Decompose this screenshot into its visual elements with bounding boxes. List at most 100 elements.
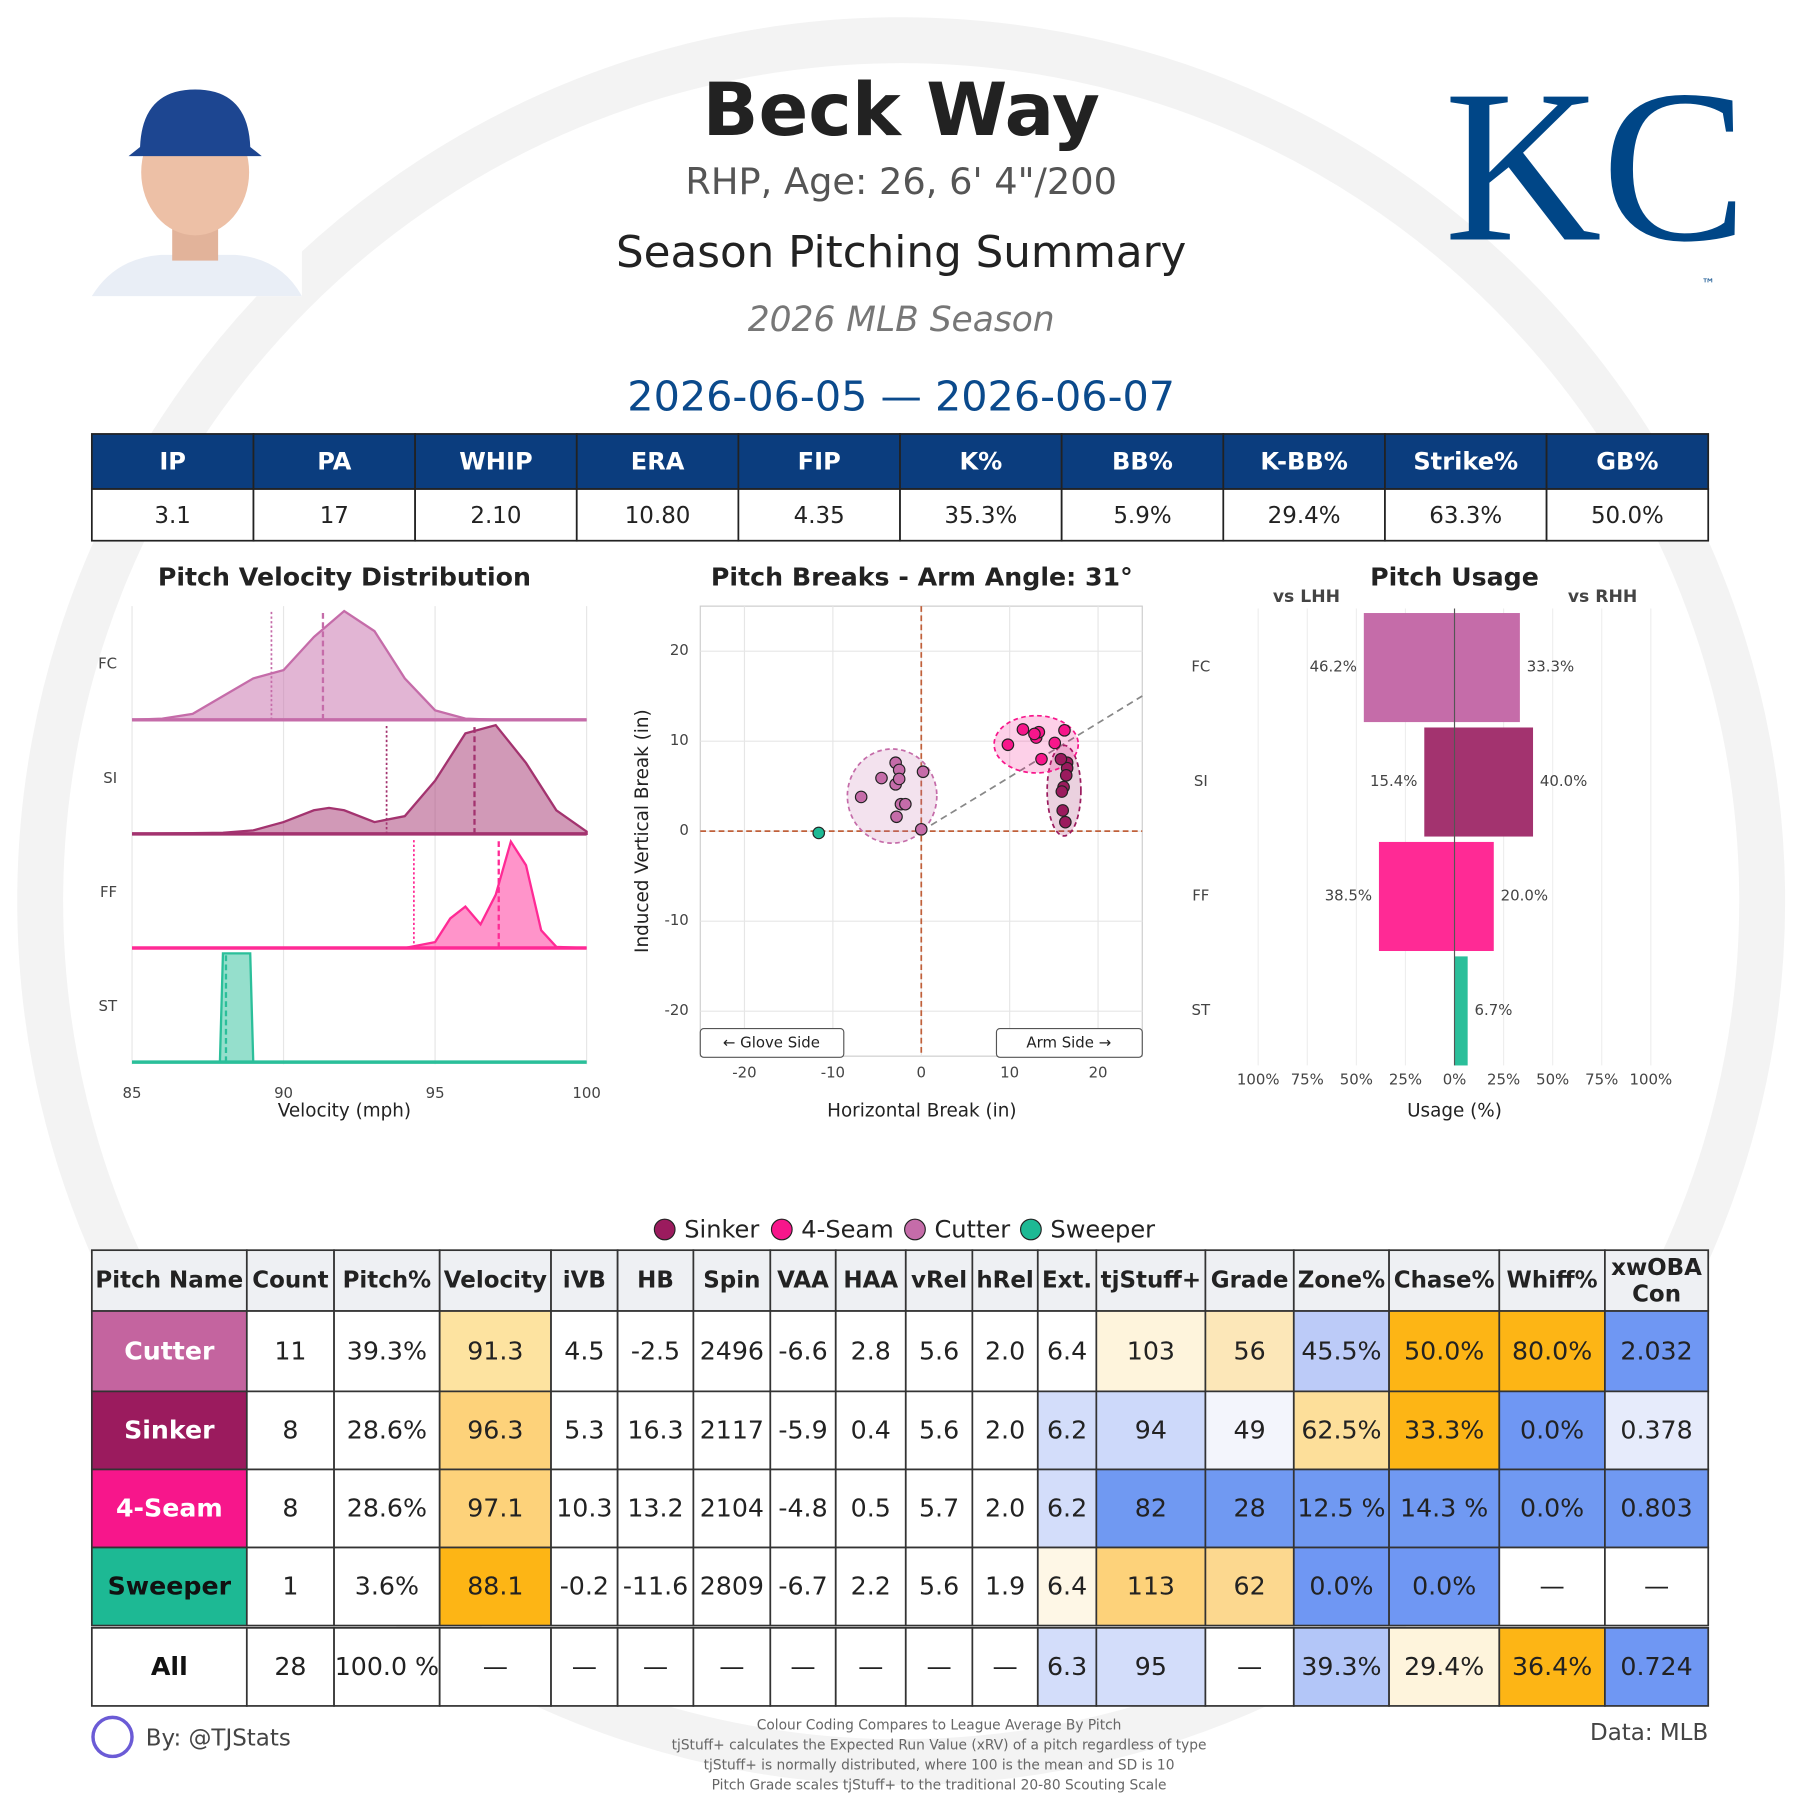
table-value: -5.9 (778, 1416, 827, 1445)
pitch-point (899, 797, 912, 811)
table-value: 2.0 (985, 1494, 1025, 1523)
table-cell (90, 1468, 248, 1549)
x-tick-label: 100% (1630, 1070, 1673, 1088)
table-value: 94 (1135, 1416, 1167, 1445)
table-cell (834, 1390, 907, 1471)
legend-label: 4-Seam (801, 1216, 893, 1244)
stat-header-cell (575, 433, 740, 490)
side-label: vs LHH (1273, 587, 1340, 607)
table-cell (1388, 1468, 1501, 1549)
table-value: — (483, 1652, 508, 1681)
table-header: Spin (703, 1268, 760, 1294)
table-cell (1604, 1390, 1710, 1471)
table-value: 6.4 (1047, 1572, 1087, 1601)
value-label: 46.2% (1310, 658, 1357, 676)
usage-bar-lhh (1363, 613, 1455, 723)
stat-header: ERA (631, 448, 685, 476)
stat-header-cell (1060, 433, 1225, 490)
table-header-cell (1604, 1249, 1710, 1312)
table-header: Pitch% (343, 1268, 432, 1294)
y-tick-label: 0 (679, 821, 688, 839)
stat-value: 10.80 (625, 503, 691, 529)
table-cell (834, 1627, 907, 1707)
summary-title: Season Pitching Summary (616, 228, 1186, 278)
table-cell (1498, 1627, 1606, 1707)
table-value: 56 (1234, 1336, 1266, 1365)
table-value: 0.4 (851, 1416, 891, 1445)
legend-label: Sweeper (1050, 1216, 1155, 1244)
table-cell (245, 1310, 335, 1393)
table-cell (1204, 1310, 1295, 1393)
table-cell (971, 1546, 1039, 1627)
chart-title: Pitch Usage (1370, 563, 1539, 592)
table-value: 0.724 (1620, 1652, 1692, 1681)
table-cell (834, 1310, 907, 1393)
value-label: 20.0% (1501, 886, 1548, 904)
pitch-point (875, 771, 888, 785)
table-value: 2104 (700, 1494, 764, 1523)
table-value: 2.8 (851, 1336, 891, 1365)
table-cell (692, 1546, 772, 1627)
table-value: 0.5 (851, 1494, 891, 1523)
table-cell (904, 1627, 974, 1707)
table-header-cell (834, 1249, 907, 1312)
stat-header: PA (317, 448, 351, 476)
table-cell (1292, 1468, 1390, 1549)
x-tick-label: 75% (1585, 1070, 1618, 1088)
usage-bar-lhh (1378, 841, 1455, 952)
footer-by: By: @TJStats (146, 1726, 291, 1752)
table-value: 5.6 (919, 1416, 959, 1445)
usage-bar-rhh (1454, 613, 1520, 723)
usage-bar-lhh (1424, 727, 1455, 837)
glove-side-label: ← Glove Side (723, 1034, 820, 1052)
arm-side-label: Arm Side → (1026, 1034, 1111, 1052)
table-value: — (790, 1652, 815, 1681)
table-header: Pitch Name (95, 1268, 243, 1294)
table-cell (769, 1468, 837, 1549)
table-value: 80.0% (1512, 1336, 1592, 1365)
table-header: Grade (1211, 1268, 1289, 1294)
table-cell (904, 1310, 974, 1393)
table-value: 0.0% (1412, 1572, 1476, 1601)
table-cell (1388, 1390, 1501, 1471)
pitch-name: Sinker (124, 1416, 215, 1445)
date-range: 2026-06-05 — 2026-06-07 (627, 373, 1175, 421)
x-tick-label: 100 (572, 1084, 600, 1102)
stat-header: K-BB% (1260, 448, 1347, 476)
row-label: FC (1191, 658, 1210, 676)
table-value: 16.3 (627, 1416, 683, 1445)
table-value: 49 (1234, 1416, 1266, 1445)
table-value: 4.5 (564, 1336, 604, 1365)
table-header-cell (1498, 1249, 1606, 1312)
stat-header: Strike% (1413, 448, 1518, 476)
legend-swatch (770, 1218, 793, 1241)
stat-value-cell (1545, 488, 1710, 542)
table-value: -6.6 (778, 1336, 827, 1365)
table-value: 8 (282, 1494, 298, 1523)
pitch-point (854, 790, 868, 804)
stat-value: 29.4% (1268, 503, 1341, 529)
side-label-box (699, 1028, 845, 1058)
x-tick-label: -10 (821, 1063, 845, 1081)
legend-swatch (653, 1218, 676, 1241)
stat-header-cell (1384, 433, 1548, 490)
table-value: 28 (1234, 1494, 1266, 1523)
table-cell (90, 1627, 248, 1707)
stat-header: WHIP (459, 448, 532, 476)
legend-label: Cutter (934, 1216, 1010, 1244)
arm-angle-line (920, 695, 1143, 832)
pitch-point (914, 823, 928, 836)
stat-value: 4.35 (794, 503, 845, 529)
stat-value: 5.9% (1113, 503, 1171, 529)
chart-title: Pitch Breaks - Arm Angle: 31° (711, 563, 1133, 592)
table-value: 3.6% (355, 1572, 419, 1601)
table-value: -4.8 (778, 1494, 827, 1523)
table-cell (769, 1390, 837, 1471)
value-label: 6.7% (1475, 1001, 1513, 1019)
x-axis-label: Velocity (mph) (278, 1100, 411, 1121)
table-value: 1 (282, 1572, 298, 1601)
table-value: 6.4 (1047, 1336, 1087, 1365)
table-value: 28.6% (347, 1494, 427, 1523)
season: 2026 MLB Season (748, 300, 1055, 340)
